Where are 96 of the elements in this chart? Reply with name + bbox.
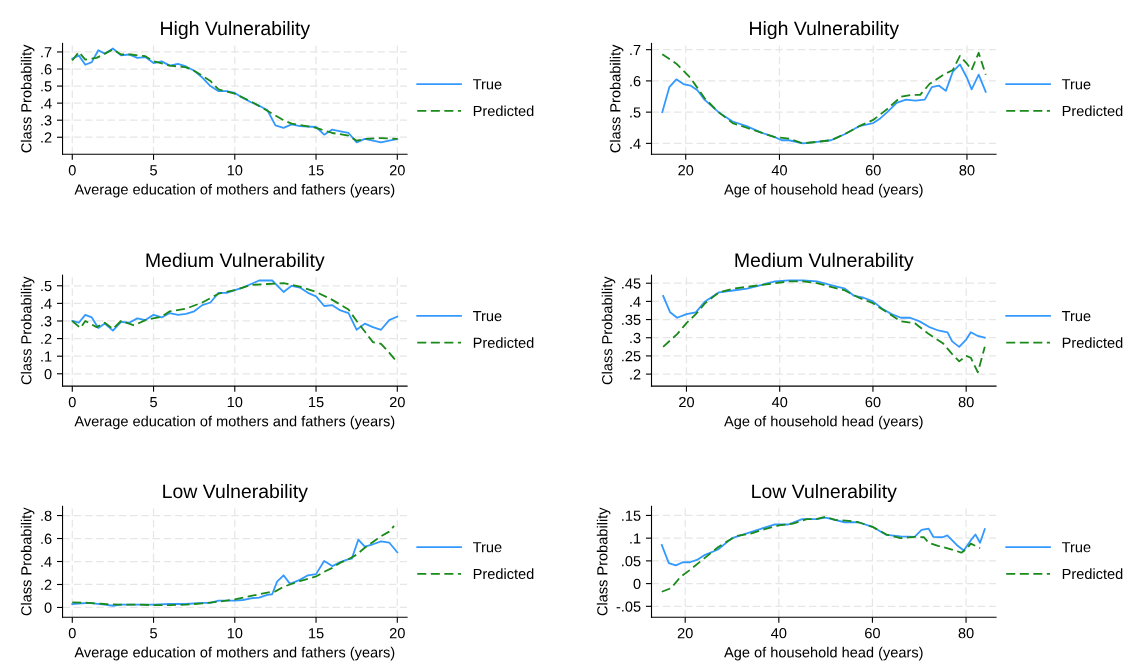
- legend-label: True: [1061, 311, 1091, 322]
- y-tick-label: .45: [622, 278, 641, 289]
- legend-label: Predicted: [1062, 337, 1123, 348]
- y-tick-label: .2: [41, 333, 52, 344]
- y-tick-label: .3: [41, 115, 52, 126]
- legend-label: True: [473, 311, 502, 322]
- y-tick-label: .4: [630, 296, 641, 307]
- legend-label: True: [473, 542, 502, 553]
- line-series: [662, 280, 986, 374]
- x-tick-label: 40: [771, 628, 787, 639]
- y-tick-label: .6: [41, 64, 52, 75]
- line-series: [660, 516, 986, 567]
- x-tick-label: 10: [227, 628, 243, 639]
- x-tick-label: 15: [309, 397, 324, 408]
- line-series: [71, 279, 399, 332]
- x-tick-label: 20: [677, 628, 693, 639]
- x-tick-label: 5: [150, 628, 157, 639]
- x-tick-label: 5: [150, 397, 157, 408]
- x-tick-label: 5: [150, 165, 157, 176]
- y-tick-label: .25: [622, 351, 641, 362]
- x-tick-label: 0: [68, 165, 76, 176]
- legend-label: Predicted: [1062, 568, 1123, 580]
- y-tick-label: .8: [41, 510, 52, 521]
- y-tick-label: .3: [630, 332, 641, 344]
- y-tick-label: .1: [630, 533, 641, 544]
- legend-label: True: [1061, 79, 1091, 90]
- y-axis-title: Class Probability: [596, 507, 611, 616]
- y-tick-label: .4: [41, 98, 52, 109]
- x-tick-label: 80: [958, 628, 974, 639]
- y-tick-label: .05: [622, 555, 641, 567]
- y-tick-label: 0: [633, 578, 641, 590]
- y-axis-title: Class Probability: [20, 507, 35, 616]
- y-axis-title: Class Probability: [20, 276, 35, 385]
- y-tick-label: .4: [630, 138, 641, 149]
- y-tick-label: .6: [630, 76, 641, 87]
- x-tick-label: 40: [771, 396, 788, 408]
- x-tick-label: 60: [865, 165, 881, 176]
- x-tick-label: 60: [865, 396, 881, 408]
- line-series: [71, 538, 399, 607]
- x-axis-title: Average education of mothers and fathers (years): [74, 415, 395, 430]
- line-series: [662, 279, 986, 348]
- y-tick-label: .15: [622, 510, 641, 521]
- x-axis-title: Average education of mothers and fathers (years): [74, 183, 395, 198]
- y-axis-title: Class Probability: [609, 44, 624, 153]
- legend-label: True: [473, 79, 502, 90]
- chart-title: High Vulnerability: [750, 21, 900, 40]
- y-tick-label: .1: [41, 351, 52, 362]
- x-tick-label: 40: [771, 165, 787, 176]
- chart-title: Low Vulnerability: [752, 483, 897, 503]
- x-tick-label: 80: [959, 165, 975, 176]
- x-tick-label: 15: [309, 165, 324, 176]
- x-tick-label: 20: [389, 628, 405, 639]
- x-tick-label: 20: [389, 165, 405, 176]
- legend-label: True: [1061, 542, 1091, 553]
- legend-label: Predicted: [473, 337, 534, 348]
- x-tick-label: 20: [679, 396, 695, 408]
- x-tick-label: 0: [68, 628, 76, 639]
- y-axis-title: Class Probability: [20, 44, 35, 153]
- y-tick-label: 0: [44, 602, 52, 613]
- x-tick-label: 10: [227, 396, 243, 408]
- chart-title: Low Vulnerability: [163, 483, 308, 503]
- x-tick-label: 0: [68, 396, 76, 408]
- y-tick-label: .2: [630, 369, 641, 380]
- y-axis-title: Class Probability: [601, 276, 616, 385]
- y-tick-label: .7: [41, 47, 52, 58]
- y-tick-label: .7: [630, 44, 641, 55]
- x-axis-title: Age of household head (years): [724, 646, 923, 661]
- x-tick-label: 20: [389, 396, 405, 408]
- y-tick-label: .5: [41, 281, 52, 292]
- line-series: [660, 515, 982, 593]
- x-axis-title: Age of household head (years): [724, 183, 923, 198]
- chart-title: High Vulnerability: [161, 21, 311, 40]
- legend-label: Predicted: [473, 105, 534, 117]
- y-tick-label: .5: [630, 107, 641, 118]
- y-tick-label: .35: [622, 314, 641, 325]
- x-tick-label: 10: [227, 165, 243, 176]
- x-tick-label: 20: [678, 165, 694, 176]
- y-tick-label: -.05: [616, 601, 641, 612]
- y-tick-label: .2: [41, 132, 52, 143]
- x-tick-label: 15: [309, 628, 324, 639]
- x-axis-title: Average education of mothers and fathers (years): [74, 646, 395, 661]
- legend-label: Predicted: [1062, 105, 1123, 117]
- chart-title: Medium Vulnerability: [735, 252, 914, 271]
- y-tick-label: .2: [41, 579, 52, 590]
- x-axis-title: Age of household head (years): [724, 415, 923, 430]
- x-tick-label: 60: [865, 628, 880, 639]
- y-tick-label: .4: [41, 298, 52, 309]
- y-tick-label: .4: [41, 556, 52, 567]
- chart-title: Medium Vulnerability: [146, 252, 325, 271]
- y-tick-label: 0: [44, 368, 52, 380]
- y-tick-label: .5: [41, 81, 52, 92]
- y-tick-label: .6: [41, 533, 52, 544]
- line-series: [71, 524, 395, 607]
- x-tick-label: 80: [958, 396, 974, 408]
- legend-label: Predicted: [473, 568, 534, 580]
- y-tick-label: .3: [41, 316, 52, 327]
